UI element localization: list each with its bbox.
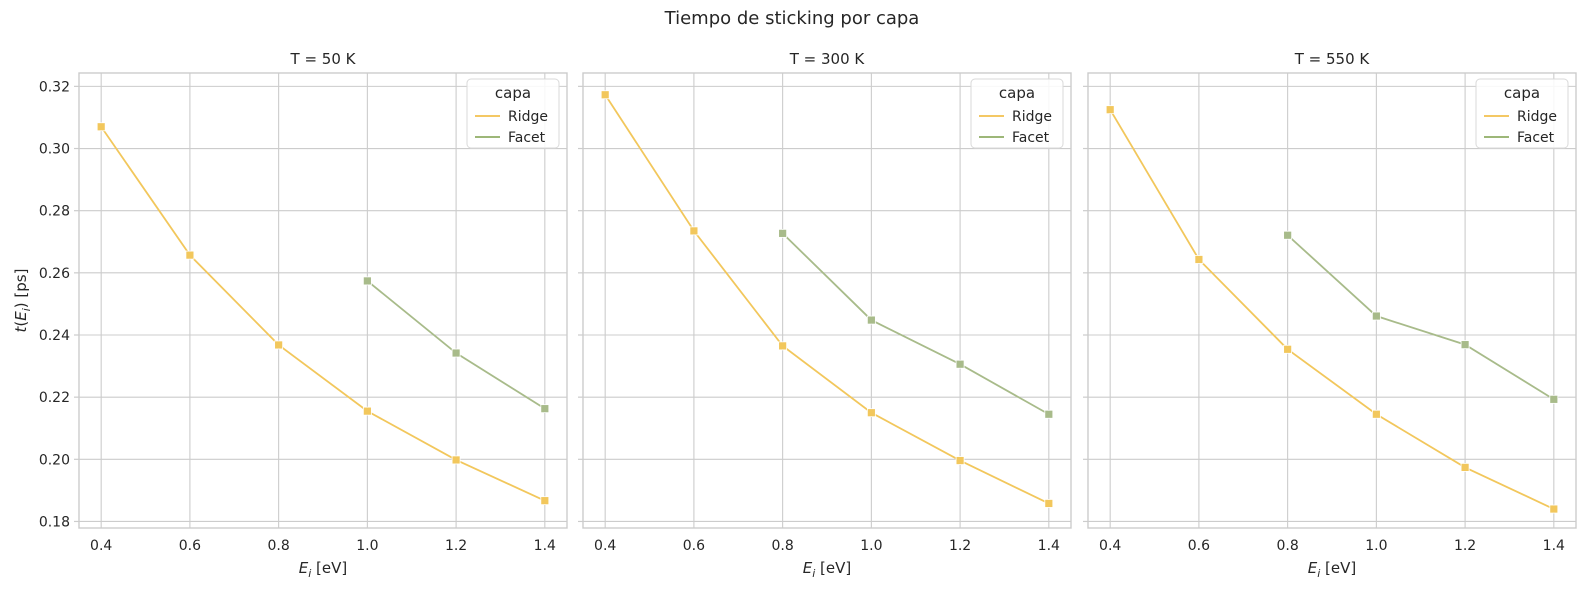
x-tick-label: 0.4 <box>594 538 616 554</box>
data-point-ridge <box>955 456 965 465</box>
data-point-ridge <box>1460 462 1470 472</box>
subplot-title: T = 300 K <box>789 50 866 68</box>
subplot-title: T = 550 K <box>1294 50 1371 68</box>
y-tick-label: 0.24 <box>39 328 70 344</box>
data-point-ridge <box>540 496 550 506</box>
x-axis-label: Ei [eV] <box>1308 559 1357 580</box>
data-point-ridge <box>689 226 699 236</box>
data-point-ridge <box>451 455 461 465</box>
legend-label-facet: Facet <box>1517 130 1555 146</box>
legend-box <box>466 78 560 149</box>
series-line-facet <box>1287 234 1555 401</box>
y-tick-label: 0.20 <box>39 452 70 468</box>
legend-title: capa <box>999 84 1035 102</box>
legend-box <box>1475 78 1569 149</box>
data-point-facet <box>955 359 965 369</box>
legend: capa Ridge Facet <box>1475 78 1569 149</box>
data-point-facet <box>1549 394 1559 404</box>
data-point-ridge <box>1549 504 1559 514</box>
data-point-ridge <box>274 340 284 350</box>
series-line-ridge <box>1109 109 1555 510</box>
x-tick-label: 0.6 <box>683 538 705 554</box>
legend-label-facet: Facet <box>508 130 546 146</box>
x-axis-label: Ei [eV] <box>299 559 348 580</box>
data-point-ridge <box>96 122 106 132</box>
y-tick-label: 0.26 <box>39 266 70 282</box>
data-point-facet <box>778 228 788 238</box>
x-tick-label: 0.4 <box>1099 538 1121 554</box>
data-point-facet <box>540 404 550 414</box>
data-point-ridge <box>600 90 610 100</box>
data-point-ridge <box>1283 344 1293 354</box>
x-tick-label: 1.2 <box>949 538 971 554</box>
series-line-ridge <box>100 126 546 502</box>
y-tick-label: 0.30 <box>39 142 70 158</box>
x-tick-label: 0.6 <box>179 538 201 554</box>
series-line-facet <box>782 232 1050 416</box>
series-line-ridge <box>604 94 1050 505</box>
x-tick-label: 1.0 <box>860 538 882 554</box>
x-tick-label: 0.6 <box>1188 538 1210 554</box>
subplot-2: 0.4 0.6 0.8 1.0 1.2 1.4 T = 300 K Ei [eV] capa Ri… <box>578 50 1072 580</box>
data-point-ridge <box>1105 105 1115 115</box>
y-tick-label: 0.22 <box>39 390 70 406</box>
axes-frame <box>78 72 568 529</box>
y-axis-label: t(Ei) [ps] <box>12 269 33 333</box>
legend-title: capa <box>495 84 531 102</box>
x-tick-label: 1.0 <box>1365 538 1387 554</box>
x-tick-label: 0.8 <box>268 538 290 554</box>
data-point-ridge <box>778 341 788 351</box>
x-tick-label: 1.4 <box>1038 538 1060 554</box>
y-tick-label: 0.18 <box>39 514 70 530</box>
legend-label-ridge: Ridge <box>508 109 548 125</box>
x-tick-label: 0.4 <box>90 538 112 554</box>
legend-label-facet: Facet <box>1012 130 1050 146</box>
legend: capa Ridge Facet <box>970 78 1064 149</box>
x-tick-label: 0.8 <box>1277 538 1299 554</box>
data-point-ridge <box>866 408 876 418</box>
data-point-ridge <box>1371 409 1381 419</box>
data-point-facet <box>1371 311 1381 321</box>
legend-box <box>970 78 1064 149</box>
data-point-ridge <box>1194 255 1204 264</box>
x-tick-label: 1.2 <box>1454 538 1476 554</box>
x-tick-label: 1.2 <box>445 538 467 554</box>
axes-frame <box>582 72 1072 529</box>
data-point-facet <box>451 348 461 358</box>
x-tick-label: 1.4 <box>1543 538 1565 554</box>
legend: capa Ridge Facet <box>466 78 560 149</box>
legend-title: capa <box>1504 84 1540 102</box>
subplot-title: T = 50 K <box>290 50 357 68</box>
subplot-1: 0.18 0.20 0.22 0.24 0.26 0.28 0.30 0.32 0.4 0.6 0.… <box>39 50 568 580</box>
data-point-facet <box>1044 409 1054 419</box>
data-point-facet <box>1460 340 1470 350</box>
data-point-ridge <box>1044 499 1054 508</box>
y-tick-label: 0.32 <box>39 79 70 95</box>
data-point-ridge <box>362 406 372 416</box>
legend-label-ridge: Ridge <box>1517 109 1557 125</box>
subplot-3: 0.4 0.6 0.8 1.0 1.2 1.4 T = 550 K Ei [eV] capa Ri… <box>1083 50 1577 580</box>
axes-frame <box>1087 72 1577 529</box>
x-tick-label: 1.4 <box>534 538 556 554</box>
figure-title: Tiempo de sticking por capa <box>664 8 920 29</box>
x-tick-label: 1.0 <box>356 538 378 554</box>
x-axis-label: Ei [eV] <box>803 559 852 580</box>
data-point-ridge <box>185 250 195 260</box>
x-tick-label: 0.8 <box>772 538 794 554</box>
legend-label-ridge: Ridge <box>1012 109 1052 125</box>
data-point-facet <box>362 276 372 286</box>
y-tick-label: 0.28 <box>39 204 70 220</box>
data-point-facet <box>866 315 876 325</box>
data-point-facet <box>1283 230 1293 240</box>
